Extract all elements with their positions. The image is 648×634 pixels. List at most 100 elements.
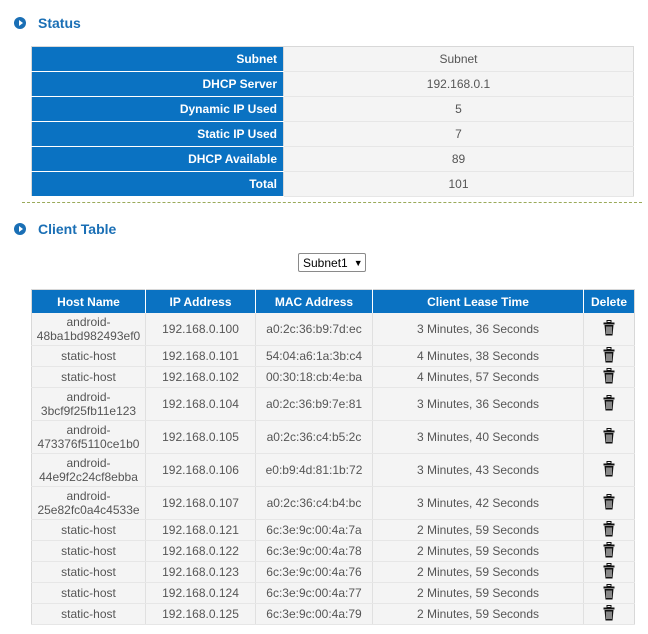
- play-circle-icon: [14, 223, 26, 235]
- delete-cell: [583, 561, 635, 583]
- lease-time-cell: 4 Minutes, 38 Seconds: [372, 345, 584, 367]
- status-value: Subnet: [283, 46, 634, 72]
- client-row: static-host 192.168.0.124 6c:3e:9c:00:4a:7…: [31, 582, 635, 604]
- client-row: android- 48ba1bd982493ef0 192.168.0.100 a0:…: [31, 313, 635, 346]
- ip-address-cell: 192.168.0.121: [145, 519, 256, 541]
- client-table-title: Client Table: [38, 221, 117, 237]
- delete-cell: [583, 420, 635, 454]
- status-label: DHCP Server: [31, 71, 284, 97]
- host-name-cell: android- 48ba1bd982493ef0: [31, 313, 146, 346]
- delete-cell: [583, 313, 635, 346]
- ip-address-cell: 192.168.0.105: [145, 420, 256, 454]
- status-row: DHCP Server 192.168.0.1: [31, 71, 634, 97]
- lease-time-cell: 2 Minutes, 59 Seconds: [372, 603, 584, 625]
- mac-address-cell: a0:2c:36:c4:b5:2c: [255, 420, 373, 454]
- section-divider: [22, 202, 642, 203]
- status-label: Total: [31, 171, 284, 197]
- status-row: Static IP Used 7: [31, 121, 634, 147]
- status-title: Status: [38, 15, 81, 31]
- status-label: Static IP Used: [31, 121, 284, 147]
- trash-icon[interactable]: [603, 367, 615, 387]
- host-name-cell: android- 44e9f2c24cf8ebba: [31, 453, 146, 487]
- mac-address-cell: 6c:3e:9c:00:4a:79: [255, 603, 373, 625]
- trash-icon[interactable]: [603, 583, 615, 603]
- host-name-cell: static-host: [31, 366, 146, 388]
- delete-cell: [583, 603, 635, 625]
- lease-time-cell: 3 Minutes, 36 Seconds: [372, 313, 584, 346]
- host-name-cell: static-host: [31, 561, 146, 583]
- trash-icon[interactable]: [603, 346, 615, 366]
- ip-address-cell: 192.168.0.106: [145, 453, 256, 487]
- client-row: static-host 192.168.0.123 6c:3e:9c:00:4a:7…: [31, 561, 635, 583]
- status-value: 7: [283, 121, 634, 147]
- ip-address-cell: 192.168.0.122: [145, 540, 256, 562]
- ip-address-cell: 192.168.0.107: [145, 486, 256, 520]
- mac-address-cell: a0:2c:36:b9:7d:ec: [255, 313, 373, 346]
- lease-time-cell: 2 Minutes, 59 Seconds: [372, 540, 584, 562]
- host-name-cell: static-host: [31, 603, 146, 625]
- client-row: android- 44e9f2c24cf8ebba 192.168.0.106 e0:…: [31, 453, 635, 487]
- client-row: static-host 192.168.0.101 54:04:a6:1a:3b:c…: [31, 345, 635, 367]
- lease-time-cell: 3 Minutes, 40 Seconds: [372, 420, 584, 454]
- status-table: Subnet Subnet DHCP Server 192.168.0.1 Dynami…: [31, 46, 634, 197]
- host-name-cell: static-host: [31, 519, 146, 541]
- status-label: Dynamic IP Used: [31, 96, 284, 122]
- trash-icon[interactable]: [603, 394, 615, 414]
- trash-icon[interactable]: [603, 493, 615, 513]
- client-table-header-row: Host Name IP Address MAC Address Client …: [31, 289, 635, 313]
- delete-cell: [583, 519, 635, 541]
- client-row: static-host 192.168.0.122 6c:3e:9c:00:4a:7…: [31, 540, 635, 562]
- host-name-cell: static-host: [31, 540, 146, 562]
- mac-address-cell: 54:04:a6:1a:3b:c4: [255, 345, 373, 367]
- client-row: android- 25e82fc0a4c4533e 192.168.0.107 a0:…: [31, 486, 635, 520]
- trash-icon[interactable]: [603, 319, 615, 339]
- mac-address-cell: 6c:3e:9c:00:4a:77: [255, 582, 373, 604]
- trash-icon[interactable]: [603, 604, 615, 624]
- status-value: 101: [283, 171, 634, 197]
- client-row: static-host 192.168.0.102 00:30:18:cb:4e:b…: [31, 366, 635, 388]
- mac-address-cell: 6c:3e:9c:00:4a:78: [255, 540, 373, 562]
- trash-icon[interactable]: [603, 427, 615, 447]
- status-section-header: Status: [14, 14, 81, 32]
- delete-cell: [583, 486, 635, 520]
- client-row: android- 473376f5110ce1b0 192.168.0.105 a0:…: [31, 420, 635, 454]
- ip-address-cell: 192.168.0.104: [145, 387, 256, 421]
- trash-icon[interactable]: [603, 562, 615, 582]
- column-header-mac-address: MAC Address: [255, 289, 373, 313]
- mac-address-cell: 00:30:18:cb:4e:ba: [255, 366, 373, 388]
- mac-address-cell: 6c:3e:9c:00:4a:7a: [255, 519, 373, 541]
- client-row: android- 3bcf9f25fb11e123 192.168.0.104 a0:…: [31, 387, 635, 421]
- status-value: 192.168.0.1: [283, 71, 634, 97]
- lease-time-cell: 4 Minutes, 57 Seconds: [372, 366, 584, 388]
- status-row: Dynamic IP Used 5: [31, 96, 634, 122]
- play-circle-icon: [14, 17, 26, 29]
- client-table-section-header: Client Table: [14, 220, 116, 238]
- trash-icon[interactable]: [603, 460, 615, 480]
- lease-time-cell: 3 Minutes, 42 Seconds: [372, 486, 584, 520]
- trash-icon[interactable]: [603, 520, 615, 540]
- status-label: Subnet: [31, 46, 284, 72]
- host-name-cell: android- 25e82fc0a4c4533e: [31, 486, 146, 520]
- lease-time-cell: 2 Minutes, 59 Seconds: [372, 561, 584, 583]
- column-header-host-name: Host Name: [31, 289, 146, 313]
- delete-cell: [583, 387, 635, 421]
- lease-time-cell: 3 Minutes, 43 Seconds: [372, 453, 584, 487]
- subnet-select[interactable]: Subnet1 ▼: [298, 253, 366, 272]
- column-header-lease-time: Client Lease Time: [372, 289, 584, 313]
- ip-address-cell: 192.168.0.123: [145, 561, 256, 583]
- host-name-cell: static-host: [31, 345, 146, 367]
- lease-time-cell: 2 Minutes, 59 Seconds: [372, 582, 584, 604]
- ip-address-cell: 192.168.0.101: [145, 345, 256, 367]
- trash-icon[interactable]: [603, 541, 615, 561]
- subnet-select-value: Subnet1: [303, 255, 348, 270]
- client-table: Host Name IP Address MAC Address Client …: [31, 289, 635, 625]
- mac-address-cell: 6c:3e:9c:00:4a:76: [255, 561, 373, 583]
- ip-address-cell: 192.168.0.102: [145, 366, 256, 388]
- column-header-delete: Delete: [583, 289, 635, 313]
- status-row: DHCP Available 89: [31, 146, 634, 172]
- mac-address-cell: e0:b9:4d:81:1b:72: [255, 453, 373, 487]
- mac-address-cell: a0:2c:36:b9:7e:81: [255, 387, 373, 421]
- host-name-cell: android- 473376f5110ce1b0: [31, 420, 146, 454]
- host-name-cell: android- 3bcf9f25fb11e123: [31, 387, 146, 421]
- mac-address-cell: a0:2c:36:c4:b4:bc: [255, 486, 373, 520]
